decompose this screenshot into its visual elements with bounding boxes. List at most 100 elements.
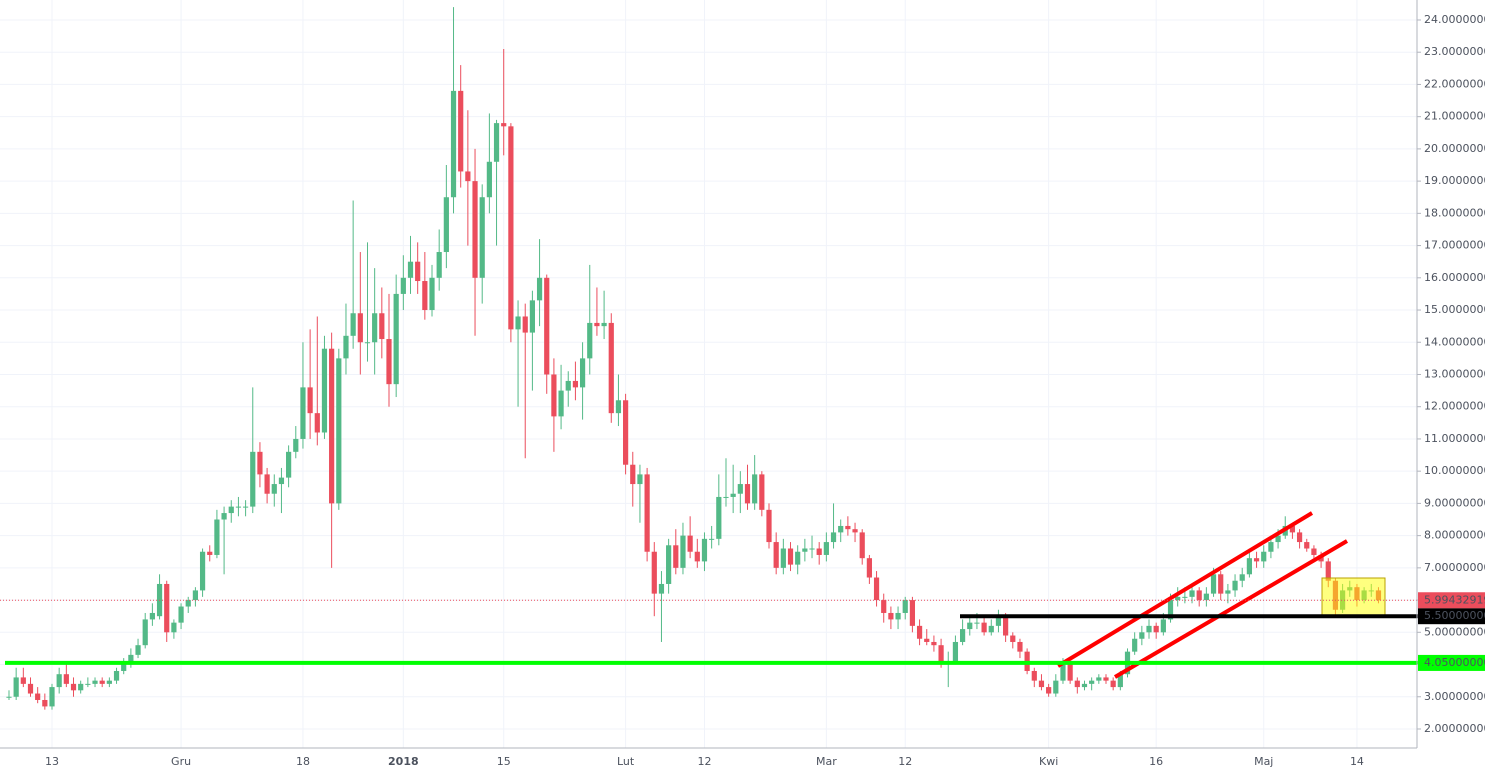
candle-body (92, 680, 98, 684)
candle-body (501, 123, 507, 127)
candle-body (242, 506, 249, 508)
candle-body (658, 583, 665, 594)
candle-body (536, 277, 543, 301)
consolidation-box (1321, 577, 1386, 617)
candle-body (121, 664, 127, 671)
candle-body (859, 532, 865, 559)
candle-body (1210, 574, 1217, 594)
candle-body (1110, 680, 1116, 688)
candle-body (931, 641, 937, 646)
candle-body (508, 126, 514, 330)
y-tick-label: 16.00000000 (1424, 271, 1485, 284)
candle-body (529, 300, 535, 333)
candle-body (465, 171, 471, 182)
x-tick-label: 13 (45, 755, 59, 768)
candle-body (816, 548, 822, 555)
candle-body (1189, 590, 1195, 597)
drawings (0, 511, 1485, 679)
candle-body (1275, 535, 1281, 543)
candle-body (522, 316, 528, 333)
candle-body (823, 542, 829, 555)
candle-body (981, 622, 987, 633)
y-tick-label: 20.00000000 (1424, 142, 1485, 155)
candle-body (787, 548, 794, 565)
y-tick-label: 13.00000000 (1424, 367, 1485, 380)
x-tick-label: 2018 (388, 755, 419, 768)
candle-body (1103, 677, 1109, 681)
candle-body (1239, 574, 1245, 581)
y-tick-label: 17.00000000 (1424, 239, 1485, 252)
channel-upper (1056, 511, 1314, 668)
candle-body (759, 474, 765, 510)
candle-body (400, 277, 406, 294)
candle-body (1167, 600, 1174, 620)
y-tick-label: 19.00000000 (1424, 174, 1485, 187)
candle-body (228, 506, 234, 514)
candle-body (235, 506, 242, 508)
candle-body (623, 400, 629, 465)
candle-body (1261, 551, 1267, 562)
candle-body (1296, 532, 1303, 543)
candle-body (70, 683, 77, 691)
candle-body (730, 493, 736, 497)
candle-body (450, 90, 457, 198)
candle-body (271, 484, 277, 494)
candle-body (673, 545, 679, 568)
candle-body (1246, 558, 1252, 575)
candle-body (565, 380, 571, 391)
candle-body (1182, 596, 1188, 598)
candle-body (1218, 574, 1224, 594)
candle-body (1311, 548, 1317, 555)
candle-body (601, 322, 607, 327)
candle-body (56, 674, 62, 688)
candle-body (1139, 632, 1145, 639)
candle-body (372, 313, 378, 343)
candle-body (1304, 542, 1310, 549)
candle-body (350, 313, 356, 336)
candle-body (1268, 542, 1274, 552)
y-tick-label: 11.00000000 (1424, 432, 1485, 445)
candle-body (1146, 625, 1152, 633)
candle-body (250, 451, 256, 507)
candle-body (766, 509, 772, 543)
candle-body (952, 641, 959, 662)
y-tick-label: 10.00000000 (1424, 464, 1485, 477)
candle-body (701, 538, 708, 562)
x-tick-label: 14 (1350, 755, 1364, 768)
candle-body (13, 677, 19, 697)
candle-body (1074, 680, 1080, 688)
candle-body (106, 680, 112, 684)
candle-body (1203, 593, 1209, 601)
y-tick-label: 22.00000000 (1424, 77, 1485, 90)
candle-body (1017, 641, 1023, 652)
candle-body (436, 252, 442, 278)
candle-body (6, 696, 12, 698)
candle-body (386, 339, 392, 385)
candle-body (321, 348, 328, 433)
candle-body (558, 390, 564, 417)
candle-body (995, 616, 1002, 626)
candle-body (752, 474, 758, 504)
last-price-label: 5.99432919 (1424, 593, 1485, 606)
candle-body (809, 548, 815, 550)
candle-body (587, 322, 593, 359)
candle-body (207, 551, 213, 555)
candle-body (472, 181, 478, 278)
x-tick-label: Kwi (1039, 755, 1058, 768)
candle-body (1196, 590, 1202, 601)
candle-body (257, 451, 263, 475)
x-tick-label: 12 (898, 755, 912, 768)
y-tick-label: 12.00000000 (1424, 400, 1485, 413)
candle-body (85, 683, 91, 685)
candle-body (49, 687, 55, 707)
candle-body (314, 413, 320, 433)
candle-body (293, 438, 299, 452)
y-tick-label: 24.00000000 (1424, 13, 1485, 26)
x-tick-label: 12 (697, 755, 711, 768)
candle-body (63, 674, 69, 684)
candle-body (1038, 680, 1045, 688)
y-tick-label: 7.00000000 (1424, 561, 1485, 574)
axes: 2.000000003.000000004.000000005.00000000… (45, 13, 1485, 768)
candles (6, 7, 1382, 710)
